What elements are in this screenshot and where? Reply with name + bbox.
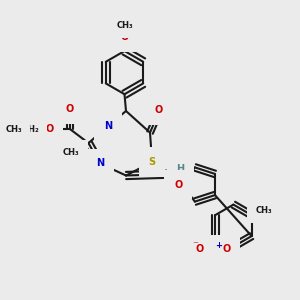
Text: CH₂: CH₂ [22, 124, 39, 134]
Text: CH₃: CH₃ [5, 124, 22, 134]
Text: CH₃: CH₃ [116, 21, 133, 30]
Text: O: O [45, 124, 53, 134]
Text: O: O [174, 179, 182, 190]
Text: O: O [66, 104, 74, 114]
Text: H: H [176, 164, 185, 174]
Text: CH₃: CH₃ [255, 206, 272, 215]
Text: N: N [104, 121, 112, 131]
Text: O: O [196, 244, 204, 254]
Text: S: S [148, 157, 156, 167]
Text: O: O [120, 32, 129, 43]
Text: N: N [96, 158, 104, 169]
Text: O: O [155, 105, 163, 115]
Text: ⁻: ⁻ [192, 240, 198, 250]
Text: O: O [223, 244, 231, 254]
Text: CH₃: CH₃ [63, 148, 80, 157]
Text: N: N [210, 244, 218, 254]
Text: +: + [215, 241, 222, 250]
